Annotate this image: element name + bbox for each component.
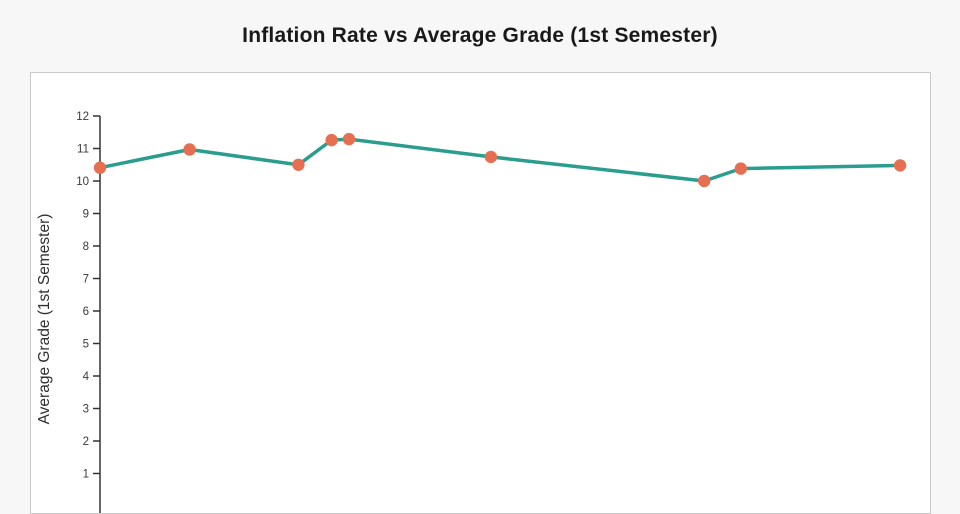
y-tick-label: 6: [83, 306, 89, 318]
data-point: [734, 162, 747, 175]
y-tick-label: 5: [83, 339, 89, 351]
y-tick-label: 2: [83, 436, 89, 448]
data-point: [698, 174, 711, 188]
y-axis-title: Average Grade (1st Semester): [36, 214, 53, 425]
y-tick-label: 8: [83, 241, 89, 253]
y-tick-label: 4: [83, 371, 90, 383]
data-point: [342, 132, 356, 146]
line-chart: 12 11 10 9 8 7 6 5 4 3 2 1 Average Grade (1st Semest…: [36, 111, 907, 513]
data-point: [893, 159, 907, 172]
y-tick-label: 10: [76, 176, 89, 188]
y-tick-label: 11: [77, 144, 89, 156]
data-point: [183, 143, 196, 156]
data-point: [292, 158, 305, 171]
data-point: [325, 133, 338, 147]
data-point: [484, 150, 498, 164]
y-tick-label: 3: [83, 404, 89, 416]
chart-panel: 12 11 10 9 8 7 6 5 4 3 2 1 Average Grade (1st Semest…: [30, 72, 931, 514]
trend-line: [98, 137, 902, 183]
page-title: Inflation Rate vs Average Grade (1st Sem…: [242, 24, 718, 47]
data-point: [93, 161, 107, 174]
y-tick-label: 9: [83, 209, 89, 221]
y-tick-label: 12: [76, 111, 89, 123]
y-tick-label: 7: [83, 274, 89, 286]
y-tick-label: 1: [83, 469, 89, 481]
